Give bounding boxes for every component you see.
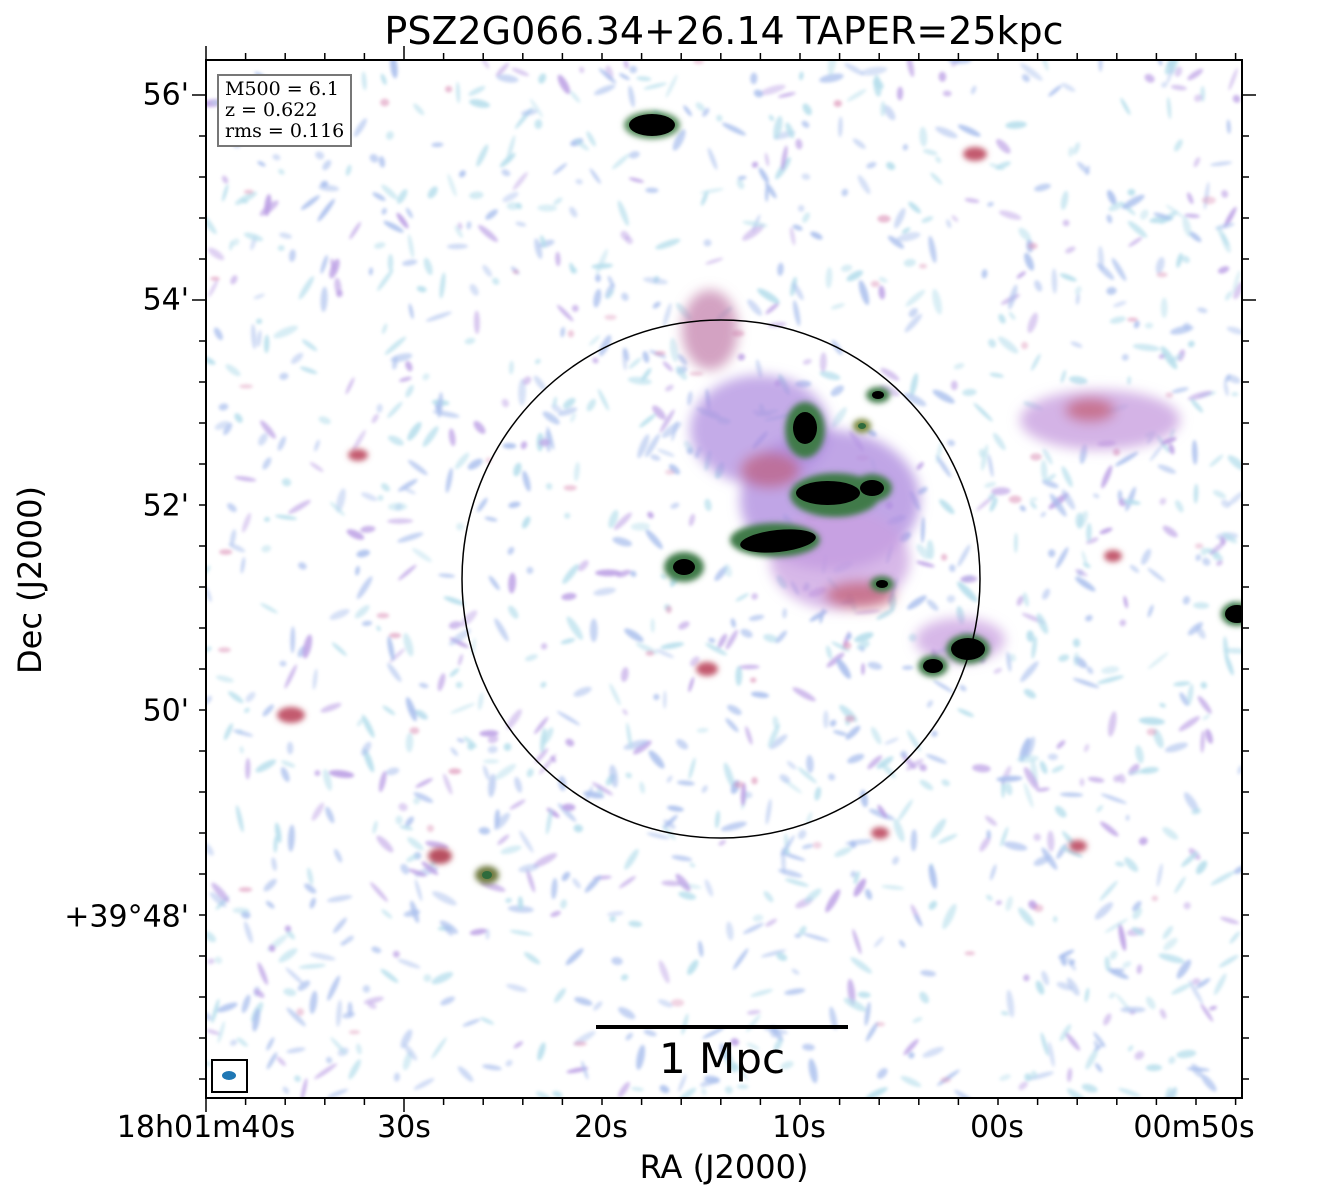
y-tick-label: 52' xyxy=(142,488,189,524)
info-m500: M500 = 6.1 xyxy=(225,78,339,100)
r500-circle xyxy=(461,319,981,839)
compact-sources xyxy=(277,111,1242,884)
beam-ellipse xyxy=(222,1071,236,1080)
x-tick-label: 10s xyxy=(772,1110,826,1145)
x-tick-label: 20s xyxy=(574,1110,628,1145)
x-tick-label: 00m50s xyxy=(1133,1110,1255,1145)
x-tick-label: 30s xyxy=(377,1110,431,1145)
scale-bar-label: 1 Mpc xyxy=(658,1034,786,1083)
y-tick-label: +39°48' xyxy=(64,899,189,935)
x-tick-label: 18h01m40s xyxy=(116,1110,296,1145)
y-tick-label: 50' xyxy=(142,693,189,729)
info-box: M500 = 6.1 z = 0.622 rms = 0.116 xyxy=(217,74,353,147)
x-axis-label: RA (J2000) xyxy=(639,1148,809,1186)
image-frame xyxy=(205,59,1243,1099)
beam-box xyxy=(211,1059,248,1093)
axis-ticks xyxy=(192,46,1256,1112)
x-tick-label: 00s xyxy=(970,1110,1024,1145)
figure-title: PSZ2G066.34+26.14 TAPER=25kpc xyxy=(384,9,1064,53)
y-tick-label: 56' xyxy=(142,77,189,113)
image-background xyxy=(206,60,1242,1098)
y-axis-label: Dec (J2000) xyxy=(11,486,49,674)
y-tick-label: 54' xyxy=(142,282,189,318)
info-rms: rms = 0.116 xyxy=(225,120,345,142)
info-redshift: z = 0.622 xyxy=(225,99,318,121)
